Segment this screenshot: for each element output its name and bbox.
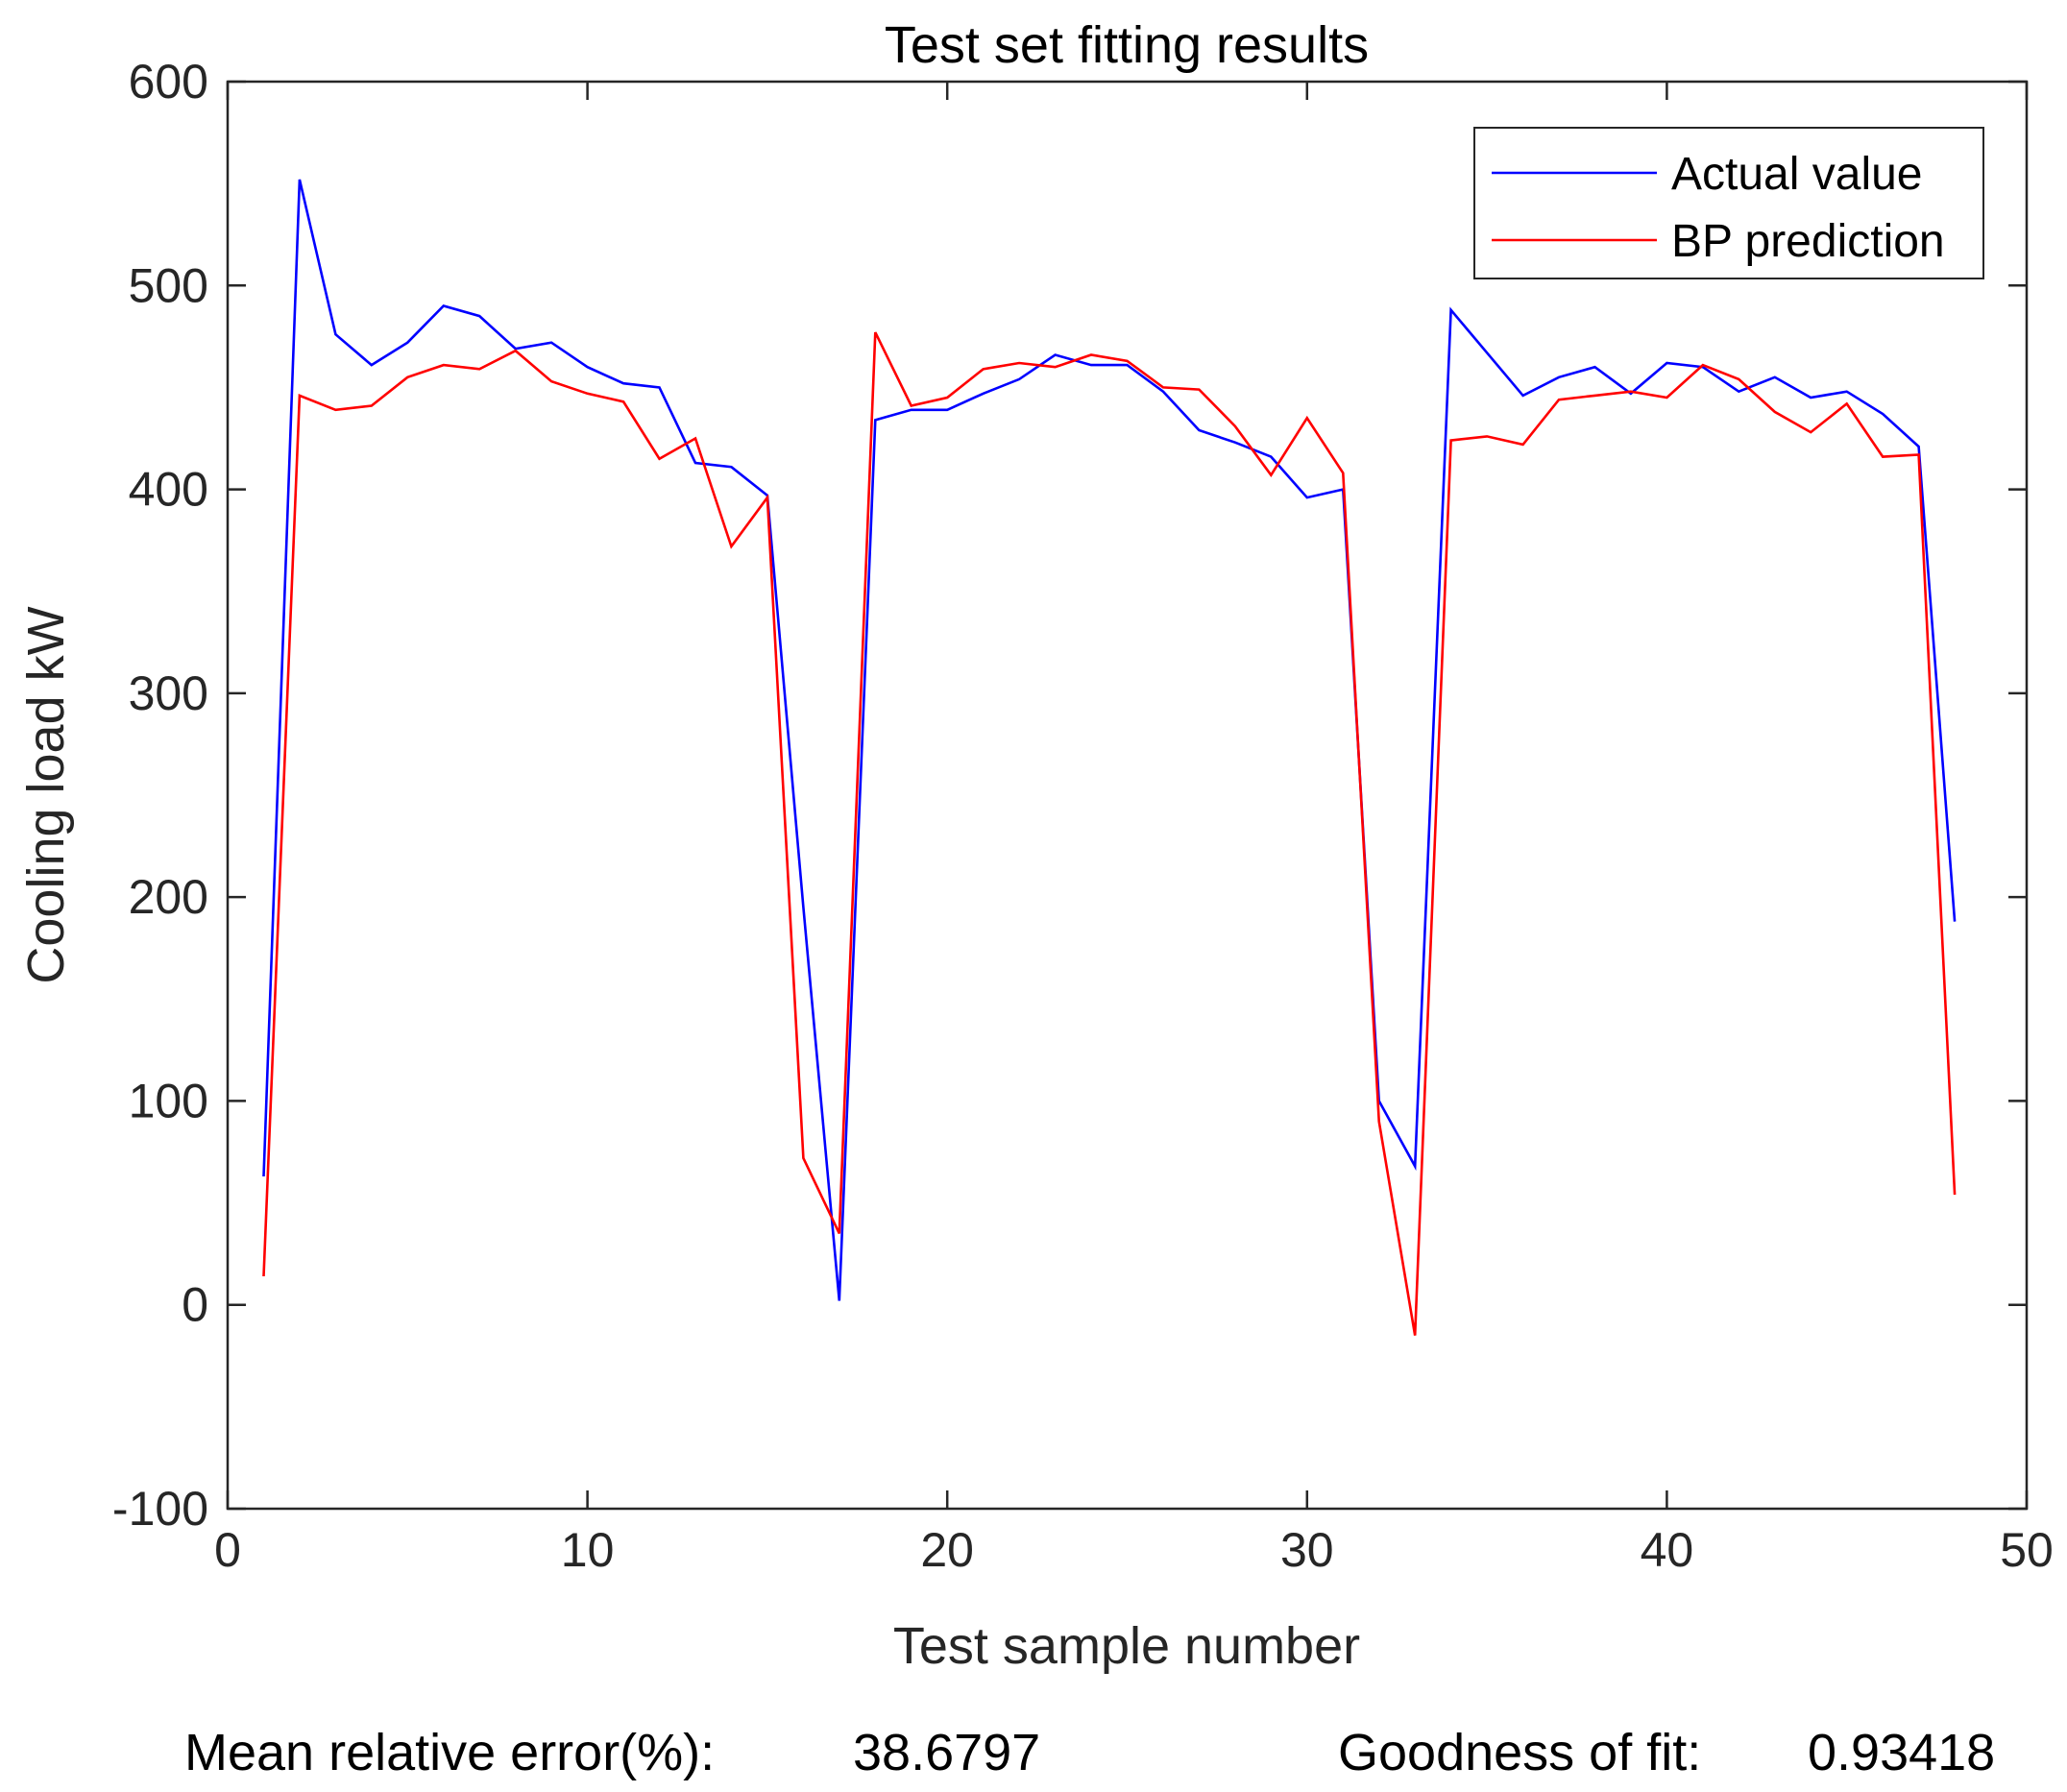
- series-line-bp-prediction: [262, 331, 1957, 1336]
- legend-label-actual-value: Actual value: [1671, 149, 1923, 200]
- goodness-of-fit-value: 0.93418: [1808, 1724, 1995, 1781]
- series-lines: [262, 179, 1957, 1336]
- x-tick-label: 20: [920, 1523, 974, 1577]
- series-line-actual-value: [262, 179, 1957, 1301]
- goodness-of-fit-label: Goodness of fit:: [1338, 1724, 1701, 1781]
- y-tick-label: -100: [112, 1482, 208, 1536]
- mean-relative-error-value: 38.6797: [853, 1724, 1040, 1781]
- x-axis-title: Test sample number: [893, 1617, 1360, 1675]
- legend-box: [1473, 127, 1984, 279]
- y-tick-label: 200: [129, 870, 208, 924]
- y-tick-label: 400: [129, 463, 208, 517]
- chart-title: Test set fitting results: [885, 16, 1369, 74]
- mean-relative-error-label: Mean relative error(%):: [184, 1724, 715, 1781]
- y-tick-label: 100: [129, 1074, 208, 1127]
- x-tick-label: 40: [1641, 1523, 1694, 1577]
- plot-frame: [226, 80, 2029, 1511]
- x-tick-label: 10: [561, 1523, 615, 1577]
- legend-label-bp-prediction: BP prediction: [1671, 216, 1945, 267]
- y-tick-label: 600: [129, 55, 208, 109]
- x-tick-label: 50: [2000, 1523, 2054, 1577]
- footer-stats: Mean relative error(%): 38.6797 Goodness…: [184, 1724, 1995, 1781]
- y-tick-label: 500: [129, 258, 208, 312]
- x-tick-label: 0: [214, 1523, 241, 1577]
- y-tick-label: 0: [182, 1278, 208, 1332]
- x-tick-label: 30: [1280, 1523, 1334, 1577]
- legend: Actual value BP prediction: [1473, 127, 1984, 279]
- y-axis-title: Cooling load kW: [17, 606, 75, 983]
- ticks: [226, 80, 2029, 1511]
- y-tick-label: 300: [129, 666, 208, 720]
